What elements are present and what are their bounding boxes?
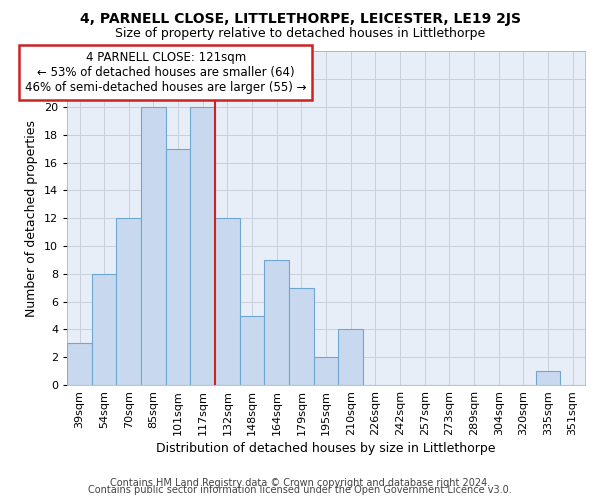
Bar xyxy=(141,107,166,385)
Bar xyxy=(314,358,338,385)
Bar xyxy=(240,316,265,385)
Bar xyxy=(190,107,215,385)
Bar xyxy=(536,371,560,385)
Text: 4 PARNELL CLOSE: 121sqm
← 53% of detached houses are smaller (64)
46% of semi-de: 4 PARNELL CLOSE: 121sqm ← 53% of detache… xyxy=(25,51,307,94)
Bar xyxy=(265,260,289,385)
Bar xyxy=(92,274,116,385)
Text: 4, PARNELL CLOSE, LITTLETHORPE, LEICESTER, LE19 2JS: 4, PARNELL CLOSE, LITTLETHORPE, LEICESTE… xyxy=(79,12,521,26)
Text: Contains HM Land Registry data © Crown copyright and database right 2024.: Contains HM Land Registry data © Crown c… xyxy=(110,478,490,488)
Bar xyxy=(67,344,92,385)
X-axis label: Distribution of detached houses by size in Littlethorpe: Distribution of detached houses by size … xyxy=(157,442,496,455)
Text: Size of property relative to detached houses in Littlethorpe: Size of property relative to detached ho… xyxy=(115,28,485,40)
Bar xyxy=(289,288,314,385)
Bar xyxy=(116,218,141,385)
Bar xyxy=(166,149,190,385)
Text: Contains public sector information licensed under the Open Government Licence v3: Contains public sector information licen… xyxy=(88,485,512,495)
Bar xyxy=(338,330,363,385)
Bar xyxy=(215,218,240,385)
Y-axis label: Number of detached properties: Number of detached properties xyxy=(25,120,38,317)
